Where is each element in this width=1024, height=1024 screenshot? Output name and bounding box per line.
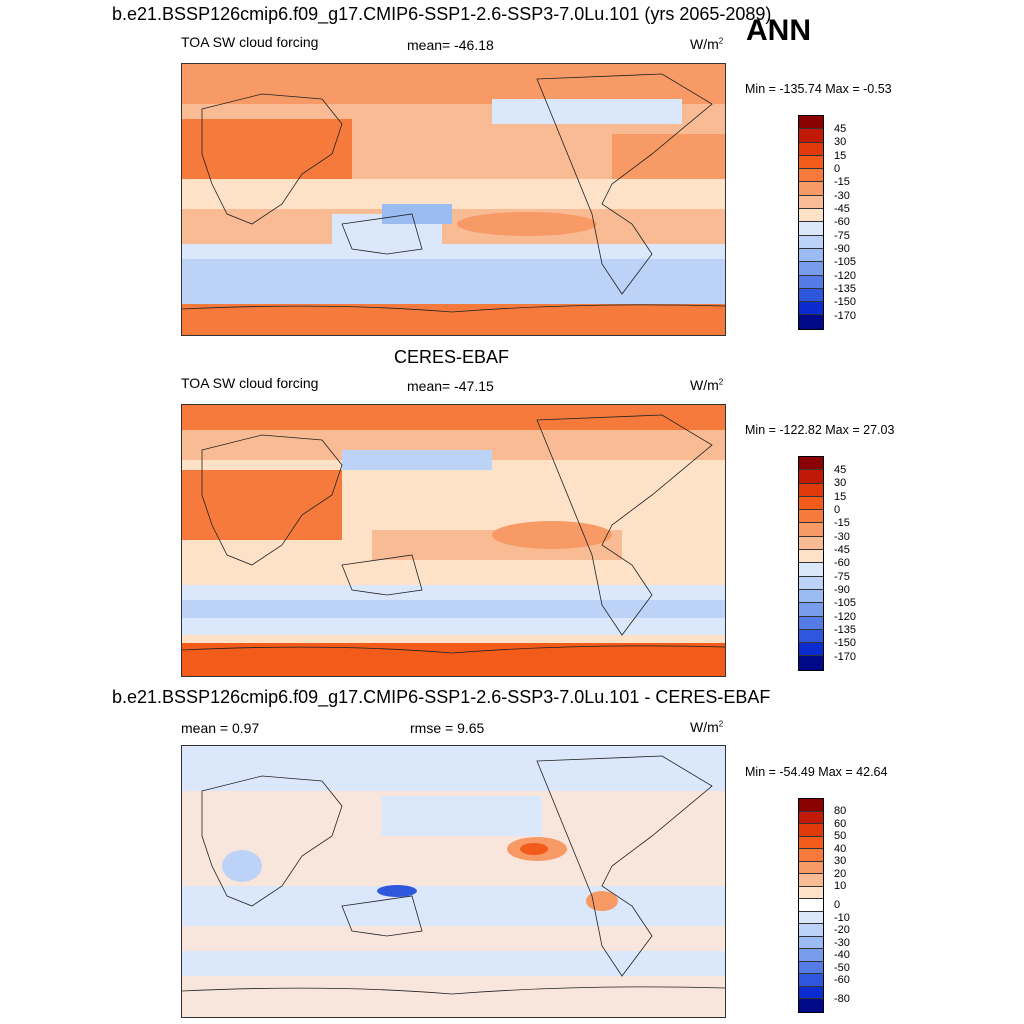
panel3-units: W/m2 bbox=[690, 719, 724, 735]
panel3-map-field bbox=[182, 746, 725, 1017]
panel2-map bbox=[181, 404, 726, 677]
colorbar-tick: -135 bbox=[834, 624, 857, 636]
colorbar-tick: 0 bbox=[834, 504, 841, 516]
colorbar-tick: -15 bbox=[834, 176, 850, 188]
colorbar-tick: -90 bbox=[834, 243, 850, 255]
colorbar-tick: -60 bbox=[834, 216, 850, 228]
panel2-units: W/m2 bbox=[690, 377, 724, 393]
panel2-map-field bbox=[182, 405, 725, 676]
colorbar-tick: -75 bbox=[834, 571, 850, 583]
panel3-title: b.e21.BSSP126cmip6.f09_g17.CMIP6-SSP1-2.… bbox=[112, 687, 771, 707]
panel2-minmax: Min = -122.82 Max = 27.03 bbox=[745, 423, 895, 437]
colorbar-tick: -120 bbox=[834, 270, 857, 282]
colorbar-tick: 30 bbox=[834, 855, 847, 867]
colorbar-tick: -80 bbox=[834, 993, 850, 1005]
colorbar-tick: -120 bbox=[834, 611, 857, 623]
panel2-field-label: TOA SW cloud forcing bbox=[181, 375, 319, 391]
colorbar-tick: -60 bbox=[834, 557, 850, 569]
colorbar-tick: -170 bbox=[834, 310, 857, 322]
colorbar-tick: 40 bbox=[834, 843, 847, 855]
panel3-colorbar-cells bbox=[798, 798, 824, 1013]
colorbar-tick: -170 bbox=[834, 651, 857, 663]
colorbar-tick: -105 bbox=[834, 256, 857, 268]
panel1-mean-label: mean= -46.18 bbox=[407, 37, 494, 53]
colorbar-tick: 30 bbox=[834, 477, 847, 489]
colorbar-tick: -40 bbox=[834, 949, 850, 961]
colorbar-tick: -20 bbox=[834, 924, 850, 936]
panel1-minmax: Min = -135.74 Max = -0.53 bbox=[745, 82, 892, 96]
colorbar-tick: 10 bbox=[834, 880, 847, 892]
panel3-map bbox=[181, 745, 726, 1018]
panel3-mean-label: mean = 0.97 bbox=[181, 720, 260, 736]
colorbar-tick: 30 bbox=[834, 136, 847, 148]
colorbar-tick: 60 bbox=[834, 818, 847, 830]
colorbar-tick: -105 bbox=[834, 597, 857, 609]
panel3-minmax: Min = -54.49 Max = 42.64 bbox=[745, 765, 888, 779]
colorbar-tick: -45 bbox=[834, 203, 850, 215]
panel1-map-field bbox=[182, 64, 725, 335]
colorbar-tick: 20 bbox=[834, 868, 847, 880]
colorbar-tick: 80 bbox=[834, 805, 847, 817]
colorbar-tick: -90 bbox=[834, 584, 850, 596]
colorbar-tick: -30 bbox=[834, 937, 850, 949]
colorbar-tick: 0 bbox=[834, 899, 841, 911]
colorbar-tick: 15 bbox=[834, 150, 847, 162]
panel1-title: b.e21.BSSP126cmip6.f09_g17.CMIP6-SSP1-2.… bbox=[112, 4, 772, 24]
colorbar-tick: -50 bbox=[834, 962, 850, 974]
colorbar-tick: -150 bbox=[834, 296, 857, 308]
colorbar-tick: -30 bbox=[834, 190, 850, 202]
colorbar-tick: 50 bbox=[834, 830, 847, 842]
colorbar-tick: -135 bbox=[834, 283, 857, 295]
panel1-colorbar-cells bbox=[798, 115, 824, 330]
colorbar-tick: -10 bbox=[834, 912, 850, 924]
panel2-mean-label: mean= -47.15 bbox=[407, 378, 494, 394]
panel1-field-label: TOA SW cloud forcing bbox=[181, 34, 319, 50]
panel1-map bbox=[181, 63, 726, 336]
panel3-rmse-label: rmse = 9.65 bbox=[410, 720, 485, 736]
colorbar-tick: 15 bbox=[834, 491, 847, 503]
panel2-title: CERES-EBAF bbox=[394, 347, 510, 367]
colorbar-tick: 45 bbox=[834, 464, 847, 476]
panel2-colorbar-cells bbox=[798, 456, 824, 671]
colorbar-tick: -60 bbox=[834, 974, 850, 986]
season-label: ANN bbox=[746, 14, 811, 47]
colorbar-tick: 0 bbox=[834, 163, 841, 175]
colorbar-tick: -30 bbox=[834, 531, 850, 543]
panel1-units: W/m2 bbox=[690, 36, 724, 52]
colorbar-tick: -45 bbox=[834, 544, 850, 556]
colorbar-tick: -75 bbox=[834, 230, 850, 242]
colorbar-tick: -15 bbox=[834, 517, 850, 529]
colorbar-tick: 45 bbox=[834, 123, 847, 135]
colorbar-tick: -150 bbox=[834, 637, 857, 649]
